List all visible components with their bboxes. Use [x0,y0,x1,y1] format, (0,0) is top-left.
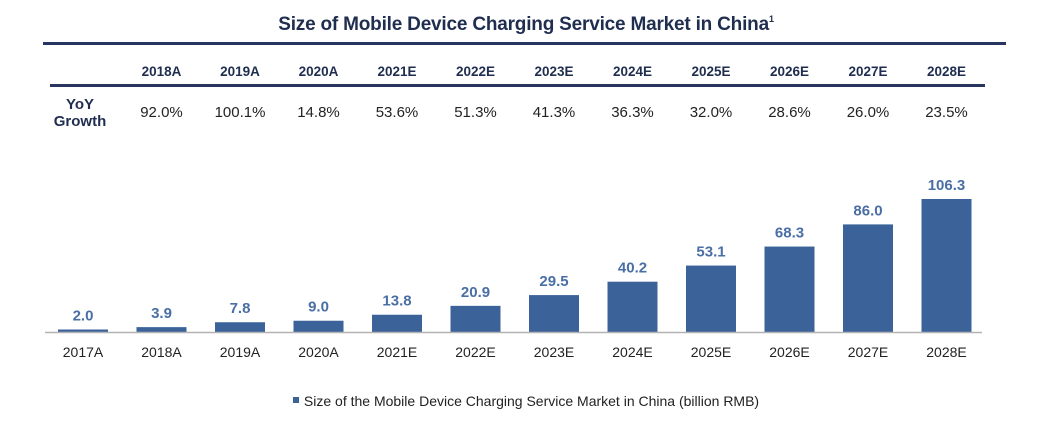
table-header-rule [50,84,985,87]
yoy-growth-cell: 28.6% [768,104,811,121]
x-tick-label-2020A: 2020A [298,344,339,360]
table-header-2020A: 2020A [298,64,339,79]
yoy-growth-cell: 53.6% [375,104,419,121]
x-tick-label-2027E: 2027E [848,344,888,360]
x-tick-label-2024E: 2024E [612,344,652,360]
chart-title-text: Size of Mobile Device Charging Service M… [278,14,769,35]
data-label-2027E: 86.0 [853,202,882,219]
bar-2023E [529,295,579,332]
table-header-2027E: 2027E [848,64,888,79]
x-tick-label-2028E: 2028E [926,344,966,360]
legend-swatch [292,397,299,403]
bar-2018A [136,327,187,332]
bar-2019A [215,322,265,332]
yoy-growth-cell: 51.3% [454,104,497,121]
bar-2020A [293,320,344,332]
row-label-line1: YoY [65,96,95,113]
x-tick-label-2017A: 2017A [63,344,104,360]
yoy-growth-cell: 92.0% [140,104,183,121]
data-label-2018A: 3.9 [151,305,172,322]
yoy-growth-row-label: YoY Growth [50,96,110,130]
table-header-2028E: 2028E [926,64,967,79]
legend-label: Size of the Mobile Device Charging Servi… [303,393,760,409]
yoy-growth-cell: 26.0% [846,104,890,121]
x-tick-label-2019A: 2019A [220,344,261,360]
table-header-2019A: 2019A [220,64,260,79]
row-label-line2: Growth [53,113,107,130]
yoy-growth-cell: 32.0% [689,104,733,121]
legend: Size of the Mobile Device Charging Servi… [0,393,1052,409]
data-label-2020A: 9.0 [308,299,329,316]
title-footnote-marker: 1 [768,14,774,24]
x-tick-label-2026E: 2026E [769,344,809,360]
yoy-growth-cell: 23.5% [925,104,968,121]
data-label-2028E: 106.3 [928,177,966,194]
data-label-2019A: 7.8 [230,300,251,317]
x-tick-label-2023E: 2023E [534,344,574,360]
x-tick-label-2022E: 2022E [455,344,495,360]
data-label-2017A: 2.0 [73,307,94,324]
data-label-2023E: 29.5 [539,273,568,290]
table-header-2022E: 2022E [455,64,496,79]
table-header-2026E: 2026E [769,64,810,79]
bar-2025E [686,265,736,332]
bar-2024E [607,281,658,332]
bar-2022E [450,305,501,332]
table-header-2024E: 2024E [612,64,653,79]
yoy-growth-cell: 36.3% [611,104,654,121]
data-label-2021E: 13.8 [382,293,411,310]
table-header-2025E: 2025E [691,64,731,79]
yoy-growth-cell: 14.8% [297,104,340,121]
bar-2021E [372,314,422,332]
data-label-2025E: 53.1 [696,244,725,261]
chart-title: Size of Mobile Device Charging Service M… [0,14,1052,36]
title-rule [43,42,1006,45]
yoy-growth-cell: 41.3% [532,104,576,121]
table-header-2023E: 2023E [534,64,574,79]
bar-2028E [921,199,972,332]
data-label-2022E: 20.9 [461,284,490,301]
data-label-2024E: 40.2 [618,260,647,277]
bar-2027E [843,224,893,332]
x-tick-label-2018A: 2018A [141,344,182,360]
data-label-2026E: 68.3 [775,225,804,242]
table-header-2018A: 2018A [141,64,182,79]
yoy-growth-cell: 100.1% [214,104,266,121]
table-header-2021E: 2021E [377,64,417,79]
bar-2026E [764,246,815,332]
x-tick-label-2021E: 2021E [377,344,417,360]
x-tick-label-2025E: 2025E [691,344,731,360]
bar-2017A [58,329,108,332]
